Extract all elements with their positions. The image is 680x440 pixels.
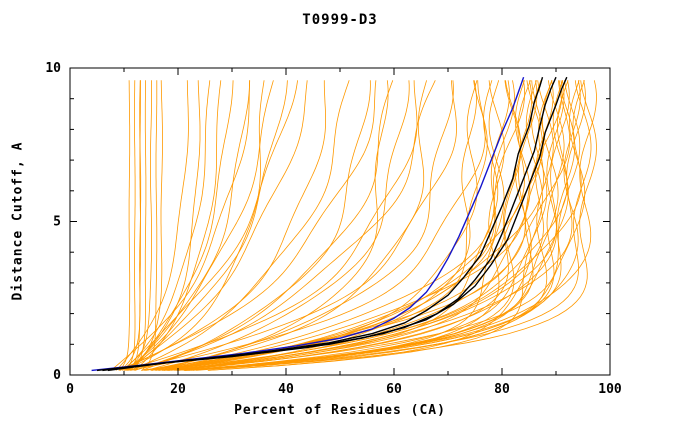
orange-curve [127, 80, 288, 371]
orange-curve [191, 80, 505, 371]
orange-curve [183, 80, 569, 371]
chart-title: T0999-D3 [302, 12, 378, 28]
orange-curve [177, 80, 543, 371]
orange-curve [163, 80, 586, 371]
orange-curve [127, 80, 201, 371]
orange-curve [161, 80, 515, 371]
orange-curve [120, 80, 142, 371]
x-tick-label: 100 [598, 382, 622, 397]
black-curve [102, 76, 557, 372]
orange-curve [168, 80, 581, 371]
orange-curve [141, 80, 158, 371]
orange-curve [186, 80, 597, 371]
orange-curve [192, 80, 597, 371]
orange-curve [155, 80, 553, 371]
orange-curve [110, 80, 251, 371]
orange-curve [121, 80, 298, 371]
orange-curve [134, 80, 394, 371]
orange-curve [126, 80, 250, 371]
orange-curve [123, 80, 211, 371]
orange-curve [141, 80, 371, 371]
x-tick-label: 80 [494, 382, 510, 397]
orange-curve [126, 80, 308, 371]
black-curve [107, 76, 568, 372]
blue-curve [91, 76, 525, 372]
orange-curve [130, 80, 234, 371]
orange-curve [141, 80, 571, 371]
orange-curve [151, 80, 389, 371]
x-tick-label: 40 [278, 382, 294, 397]
orange-curve [115, 80, 189, 371]
orange-curve [207, 80, 533, 371]
orange-curve [185, 80, 548, 371]
orange-curve [168, 80, 499, 371]
y-tick-label: 10 [45, 61, 61, 76]
orange-curve [125, 80, 153, 371]
orange-curve [119, 80, 327, 371]
orange-curve [133, 80, 147, 371]
orange-curve [151, 80, 454, 371]
orange-curve [155, 80, 569, 371]
x-tick-label: 20 [170, 382, 186, 397]
orange-curve [141, 80, 545, 371]
orange-curve [171, 80, 477, 371]
orange-curve [118, 80, 377, 371]
orange-curve [168, 80, 538, 371]
orange-curve [162, 80, 510, 371]
orange-curve [158, 80, 478, 371]
orange-curve [166, 80, 570, 371]
orange-curve [145, 80, 427, 371]
orange-curve [196, 80, 581, 371]
y-tick-label: 0 [53, 368, 61, 383]
orange-curve [159, 80, 585, 371]
orange-curve [129, 80, 164, 371]
orange-curve [184, 80, 505, 371]
orange-curve [184, 80, 586, 371]
x-tick-label: 60 [386, 382, 402, 397]
x-tick-label: 0 [66, 382, 74, 397]
orange-curve [134, 80, 436, 371]
y-tick-label: 5 [53, 215, 61, 230]
orange-curve [151, 80, 525, 371]
orange-curve [130, 80, 486, 371]
orange-curve [118, 80, 131, 371]
orange-curve [134, 80, 222, 371]
orange-curve [124, 80, 274, 371]
orange-curve [177, 80, 522, 371]
x-axis-label: Percent of Residues (CA) [234, 403, 446, 418]
orange-curve [146, 80, 410, 371]
orange-curve [157, 80, 563, 371]
orange-curve [124, 80, 136, 371]
orange-curve [124, 80, 265, 371]
orange-curve [185, 80, 592, 371]
